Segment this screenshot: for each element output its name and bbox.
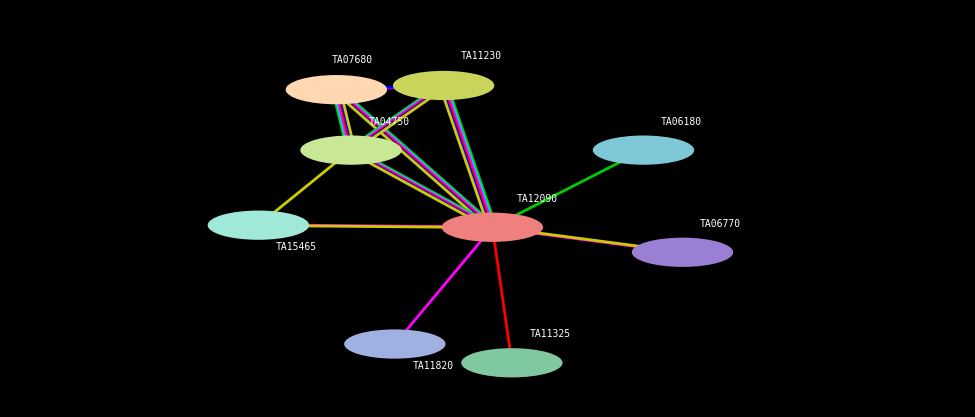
Text: TA04750: TA04750 xyxy=(369,117,410,127)
Text: TA11230: TA11230 xyxy=(461,51,502,61)
Text: TA15465: TA15465 xyxy=(276,242,317,252)
Text: TA11325: TA11325 xyxy=(529,329,570,339)
Ellipse shape xyxy=(208,211,309,240)
Ellipse shape xyxy=(442,213,543,242)
Text: TA11820: TA11820 xyxy=(412,361,453,371)
Ellipse shape xyxy=(300,136,402,165)
Ellipse shape xyxy=(286,75,387,104)
Ellipse shape xyxy=(344,329,446,359)
Ellipse shape xyxy=(593,136,694,165)
Ellipse shape xyxy=(461,348,563,377)
Text: TA06770: TA06770 xyxy=(700,219,741,229)
Text: TA12090: TA12090 xyxy=(517,194,558,204)
Ellipse shape xyxy=(393,71,494,100)
Text: TA07680: TA07680 xyxy=(332,55,372,65)
Text: TA06180: TA06180 xyxy=(661,117,702,127)
Ellipse shape xyxy=(632,238,733,267)
